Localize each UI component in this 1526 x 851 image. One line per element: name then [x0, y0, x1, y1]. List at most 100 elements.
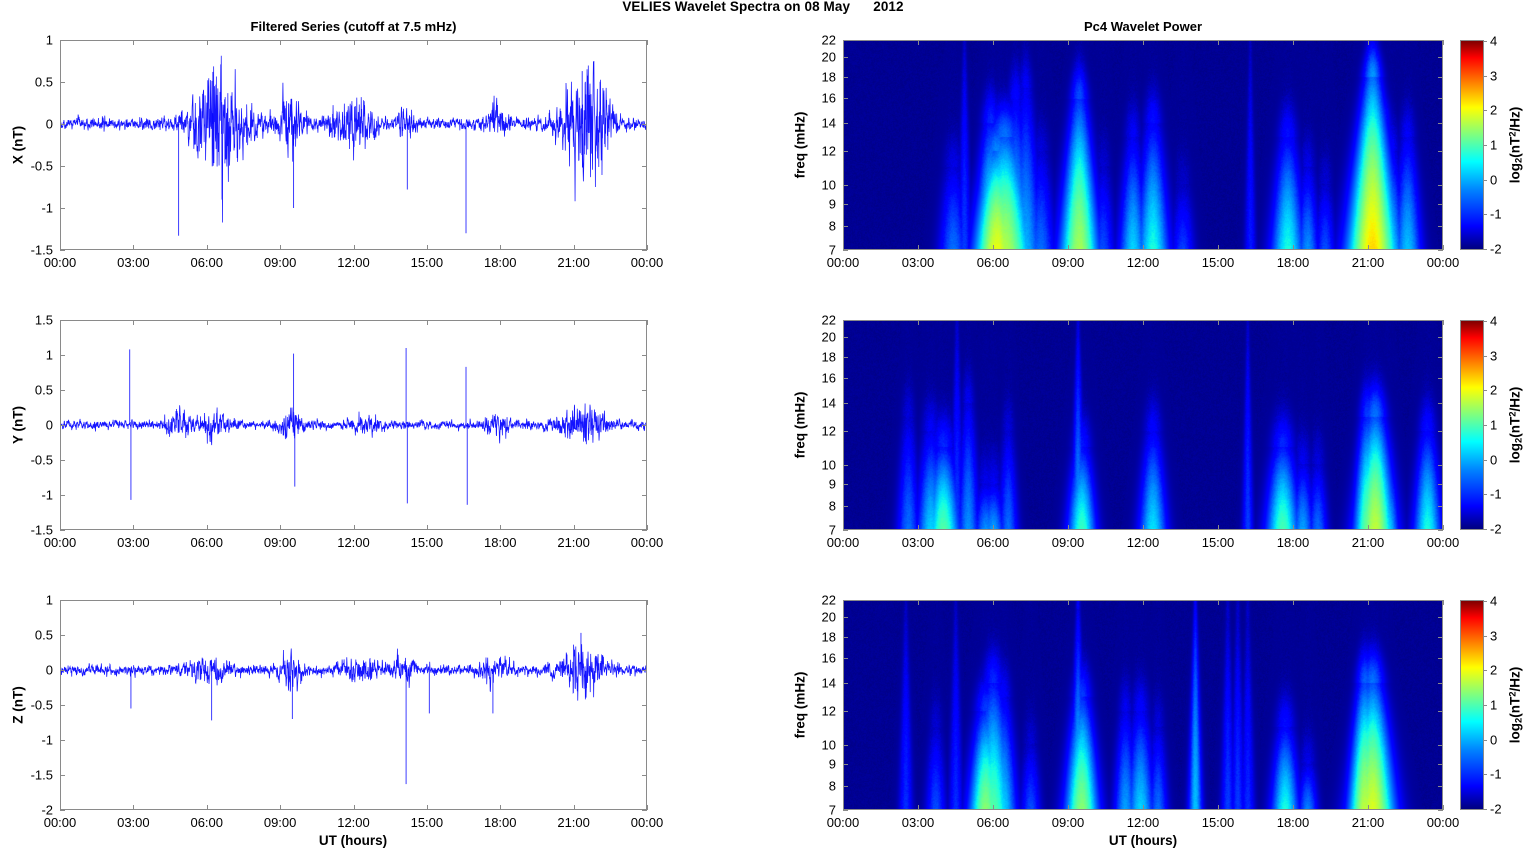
y-tick	[60, 600, 65, 601]
y-tick	[843, 600, 848, 601]
y-tick-label: 12	[821, 423, 836, 439]
x-tick-label: 12:00	[1126, 535, 1160, 550]
x-tick	[426, 525, 428, 530]
y-tick	[60, 124, 65, 125]
x-tick-label: 03:00	[901, 535, 935, 550]
y-tick-label: 8	[828, 218, 836, 233]
y-tick	[60, 810, 65, 811]
x-tick	[573, 245, 575, 250]
y-tick	[1438, 483, 1443, 485]
x-tick-label: 21:00	[557, 255, 590, 270]
x-tick	[60, 525, 61, 530]
x-tick-label: 18:00	[1276, 815, 1310, 830]
y-tick-label: 12	[821, 703, 836, 719]
x-tick	[353, 600, 355, 605]
x-tick-label: 00:00	[826, 255, 860, 270]
ylabel-y: Y (nT)	[10, 406, 26, 444]
y-tick-label: 0	[45, 116, 53, 132]
colorbar-tick-label: 3	[1490, 628, 1498, 644]
x-tick	[1068, 525, 1069, 530]
y-tick	[642, 208, 647, 209]
x-tick-label: 03:00	[117, 815, 150, 830]
y-tick-label: 1	[45, 592, 53, 608]
timeseries-plot-z	[60, 600, 647, 810]
y-tick	[60, 425, 65, 426]
x-tick	[647, 245, 648, 250]
x-tick-label: 09:00	[1051, 815, 1085, 830]
x-tick	[647, 40, 648, 45]
x-tick	[1443, 320, 1444, 325]
y-tick	[60, 40, 65, 41]
y-tick-label: 10	[821, 457, 836, 473]
x-tick	[1143, 320, 1144, 325]
y-tick-label: 7	[828, 242, 836, 258]
y-tick-label: 10	[821, 177, 836, 193]
y-tick-label: 18	[821, 69, 836, 85]
x-tick-label: 09:00	[1051, 255, 1085, 270]
x-tick-label: 18:00	[1276, 535, 1310, 550]
x-tick	[1143, 600, 1144, 605]
colorbar-tick-label: 0	[1490, 732, 1498, 748]
y-tick-label: -0.5	[30, 697, 53, 713]
y-tick	[1438, 785, 1443, 787]
y-tick	[1438, 203, 1443, 205]
colorbar-x: 4 3 2 1 0 -1 -2	[1460, 35, 1502, 256]
xlabel-left-column: UT (hours)	[318, 833, 388, 848]
x-tick	[918, 600, 919, 605]
x-tick-label: 06:00	[976, 255, 1010, 270]
x-tick	[1218, 525, 1219, 530]
axes-frame	[843, 40, 1443, 250]
y-tick	[60, 705, 65, 706]
y-tick	[1438, 320, 1443, 321]
axes-timeseries-x: Filtered Series (cutoff at 7.5 mHz) 1 0.5…	[31, 19, 664, 269]
colorbar-tick-label: 2	[1490, 382, 1498, 398]
y-tick	[1438, 402, 1443, 404]
x-tick	[280, 320, 282, 325]
x-tick	[1293, 320, 1294, 325]
x-tick	[500, 805, 502, 810]
x-tick	[280, 40, 282, 45]
y-tick	[1438, 76, 1443, 78]
y-tick-label: 20	[821, 609, 836, 625]
y-tick	[843, 744, 848, 746]
colorbar-label-x: log2(nT2/Hz)	[1507, 106, 1525, 184]
y-tick-label: 0	[45, 417, 53, 433]
x-tick	[1218, 40, 1219, 45]
axes-frame	[843, 320, 1443, 530]
y-tick	[1438, 378, 1443, 380]
y-tick	[843, 636, 848, 638]
x-tick	[843, 805, 844, 810]
y-tick	[60, 389, 65, 391]
y-tick	[1438, 617, 1443, 619]
y-tick	[642, 634, 647, 636]
timeseries-svg	[60, 55, 647, 236]
axes-frame	[60, 320, 647, 530]
x-tick-label: 03:00	[901, 255, 935, 270]
x-tick	[843, 600, 844, 605]
x-tick	[1218, 805, 1219, 810]
x-tick	[993, 600, 994, 605]
x-tick-label: 00:00	[1426, 815, 1460, 830]
y-tick	[642, 495, 647, 496]
y-tick	[843, 464, 848, 466]
x-tick-label: 12:00	[337, 815, 370, 830]
x-tick-label: 00:00	[1426, 255, 1460, 270]
colorbar-tick-label: 3	[1490, 68, 1498, 84]
ylabel-freq-x: freq (mHz)	[792, 111, 808, 179]
colorbar-tick	[1483, 75, 1487, 77]
y-tick-label: -1.5	[30, 242, 53, 258]
colorbar-tick-label: 4	[1490, 313, 1498, 329]
y-tick	[1438, 600, 1443, 601]
y-tick	[1438, 810, 1443, 811]
y-tick-label: 9	[828, 756, 836, 772]
x-tick	[280, 600, 282, 605]
y-tick	[1438, 225, 1443, 227]
x-tick	[647, 525, 648, 530]
x-tick-label: 00:00	[826, 815, 860, 830]
x-tick	[60, 320, 61, 325]
colorbar-tick	[1483, 809, 1487, 810]
colorbar-tick-label: 4	[1490, 593, 1498, 609]
colorbar-tick-label: 4	[1490, 33, 1498, 49]
y-tick	[843, 617, 848, 619]
colorbar-tick	[1483, 529, 1487, 530]
